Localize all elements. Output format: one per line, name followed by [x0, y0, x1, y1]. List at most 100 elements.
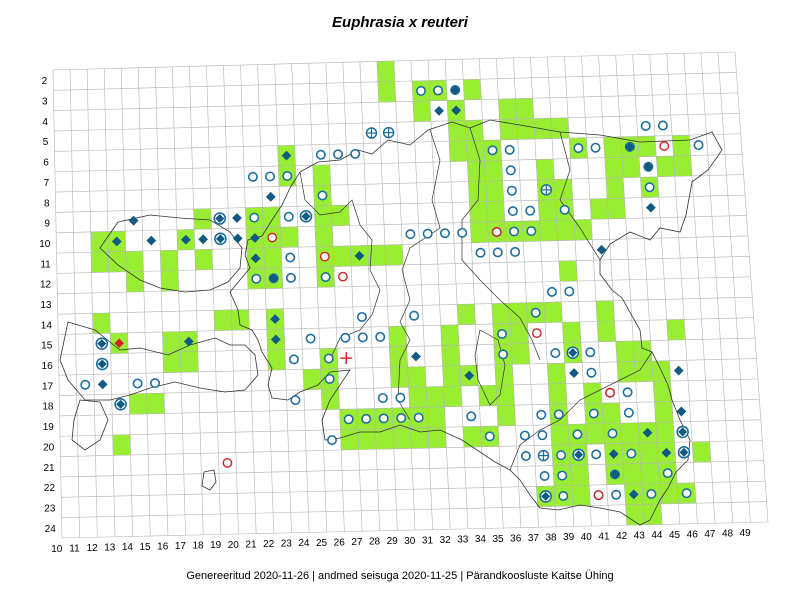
occupied-cell — [597, 321, 616, 342]
record-circle — [333, 149, 344, 160]
record-diamond — [281, 150, 292, 161]
record-circle — [573, 143, 584, 154]
grid-line-vertical — [120, 68, 133, 537]
occupied-cell — [160, 250, 179, 271]
occupied-cell — [262, 206, 281, 228]
record-red-circle — [222, 458, 233, 468]
grid-line-vertical — [342, 62, 363, 532]
record-diamond — [97, 379, 108, 390]
record-circled-diamond — [301, 211, 311, 221]
record-circle — [530, 307, 541, 318]
grid-line-vertical — [223, 65, 239, 535]
record-diamond — [643, 161, 654, 172]
occupied-cell — [615, 341, 635, 362]
record-circle — [305, 333, 316, 344]
x-axis-label: 46 — [687, 529, 699, 540]
record-circle — [356, 311, 367, 322]
grid-line-horizontal — [53, 92, 738, 111]
record-circle — [572, 429, 583, 440]
record-circle — [550, 348, 561, 359]
record-circle — [343, 414, 354, 425]
y-axis-label: 2 — [42, 76, 48, 87]
x-axis-label: 41 — [598, 531, 610, 542]
grid-line-horizontal — [60, 460, 764, 478]
occupied-cell — [407, 366, 427, 388]
record-circle — [405, 229, 416, 240]
record-circle — [396, 413, 407, 424]
occupied-cell — [125, 250, 144, 272]
record-circle — [283, 211, 294, 222]
grid-line-vertical — [496, 58, 522, 528]
occupied-cell — [639, 442, 659, 464]
interior-border-4 — [559, 131, 601, 261]
occupied-cell — [340, 429, 359, 451]
record-circled-diamond — [541, 491, 551, 501]
record-diamond — [676, 406, 687, 417]
x-axis-label: 39 — [563, 532, 575, 543]
occupied-cell — [146, 393, 165, 414]
grid-line-vertical — [137, 67, 151, 537]
island-southwest — [71, 399, 109, 451]
x-axis-label: 22 — [263, 539, 275, 550]
grid-line-horizontal — [55, 194, 746, 213]
grid-line-horizontal — [53, 72, 737, 91]
record-circled-diamond — [116, 399, 126, 409]
occupied-cell — [465, 119, 484, 141]
occupied-cell — [516, 118, 535, 140]
y-axis-label: 14 — [41, 320, 53, 331]
map-footer: Genereeritud 2020-11-26 | andmed seisuga… — [186, 570, 614, 582]
grid-line-horizontal — [61, 521, 769, 539]
grid-line-vertical — [172, 66, 186, 536]
grid-line-vertical — [155, 67, 169, 536]
record-circle — [626, 448, 637, 459]
grid-line-horizontal — [58, 317, 754, 335]
occupied-cells-layer — [90, 61, 711, 526]
occupied-cell — [547, 363, 566, 384]
occupied-cell — [499, 119, 518, 140]
occupied-cell — [640, 463, 660, 484]
occupied-cell — [162, 331, 181, 353]
occupied-cell — [548, 383, 567, 405]
record-diamond — [451, 105, 462, 116]
occupied-cell — [389, 346, 408, 368]
occupied-cell — [412, 100, 431, 122]
x-axis-label: 40 — [581, 532, 593, 543]
occupied-cell — [392, 428, 412, 449]
record-diamond — [411, 351, 421, 362]
occupied-cell — [375, 428, 394, 450]
record-red-circle — [319, 251, 330, 262]
record-circle — [416, 85, 427, 96]
grid-line-vertical — [52, 69, 63, 539]
occupied-cell — [511, 343, 530, 365]
occupied-cell — [376, 61, 395, 82]
record-circle — [498, 349, 509, 360]
grid-line-vertical — [86, 69, 98, 538]
record-diamond — [183, 336, 194, 347]
grid-line-vertical — [615, 55, 645, 525]
occupied-cell — [92, 312, 111, 334]
occupied-cell — [543, 301, 563, 323]
island-north — [99, 214, 243, 293]
occupied-cell — [129, 393, 148, 415]
occupied-cell — [498, 98, 517, 120]
occupied-cell — [655, 421, 675, 443]
x-axis-label: 25 — [316, 538, 328, 549]
occupied-cell — [463, 79, 482, 100]
record-circle — [693, 140, 704, 151]
grid-line-vertical — [649, 54, 681, 525]
occupied-cell — [108, 251, 127, 273]
occupied-cell — [112, 434, 131, 456]
x-axis-label: 27 — [351, 537, 363, 548]
record-diamond — [569, 368, 579, 379]
y-axis-label: 13 — [40, 300, 52, 311]
grid-line-vertical — [325, 62, 345, 532]
record-diamond — [198, 234, 209, 245]
grid-line-horizontal — [56, 256, 750, 274]
record-circle — [509, 226, 520, 237]
grid-line-horizontal — [54, 113, 740, 132]
record-circle — [249, 212, 260, 223]
axis-labels: 10 11 12 13 14 15 16 17 18 19 20 21 22 23 24 25 26 27 28 29… — [39, 76, 751, 555]
x-axis-label: 18 — [192, 541, 204, 552]
y-axis-label: 24 — [45, 524, 57, 535]
occupied-cell — [494, 364, 514, 386]
